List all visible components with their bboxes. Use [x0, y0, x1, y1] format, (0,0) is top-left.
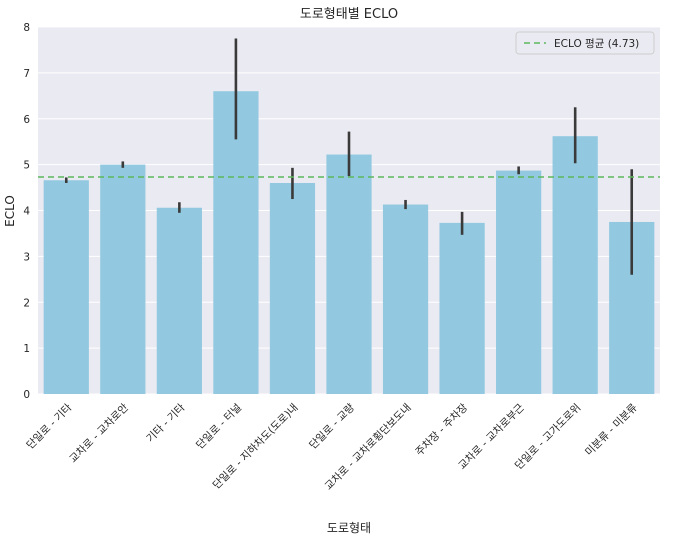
y-tick-label: 7 [23, 68, 30, 80]
y-tick-label: 0 [23, 389, 30, 401]
bar [43, 180, 89, 394]
chart-title: 도로형태별 ECLO [300, 7, 398, 22]
bar [496, 170, 542, 394]
bar [156, 207, 202, 394]
y-tick-label: 5 [23, 160, 30, 172]
bar-layer [43, 91, 655, 394]
y-tick-label: 8 [23, 22, 30, 34]
x-tick-label: 단일로 - 기타 [24, 401, 75, 452]
x-tick-label: 미분류 - 미분류 [583, 401, 640, 458]
bar [213, 91, 259, 394]
legend-box [515, 31, 655, 55]
legend-label: ECLO 평균 (4.73) [554, 38, 639, 50]
y-tick-label: 1 [23, 343, 30, 355]
bar [439, 222, 485, 394]
x-tick-label: 단일로 - 교량 [306, 401, 357, 452]
y-tick-labels: 0 1 2 3 4 5 6 7 8 [23, 22, 30, 401]
bar [269, 182, 316, 394]
y-axis-label: ECLO [3, 195, 17, 227]
x-tick-label: 교차로 - 교차로안 [67, 401, 131, 465]
x-axis-label: 도로형태 [327, 521, 371, 535]
error-bar-layer [64, 38, 634, 275]
bar [382, 204, 429, 394]
y-tick-label: 2 [23, 297, 30, 309]
x-tick-label: 주차장 - 주차장 [413, 401, 470, 458]
bar [552, 136, 598, 394]
bar [326, 154, 372, 394]
y-tick-label: 4 [23, 206, 30, 218]
legend: ECLO 평균 (4.73) [515, 31, 655, 55]
bar [100, 164, 146, 394]
x-tick-label: 기타 - 기타 [144, 401, 187, 444]
x-tick-label: 단일로 - 터널 [193, 401, 244, 452]
y-tick-label: 3 [23, 251, 30, 263]
y-tick-label: 6 [23, 114, 30, 126]
